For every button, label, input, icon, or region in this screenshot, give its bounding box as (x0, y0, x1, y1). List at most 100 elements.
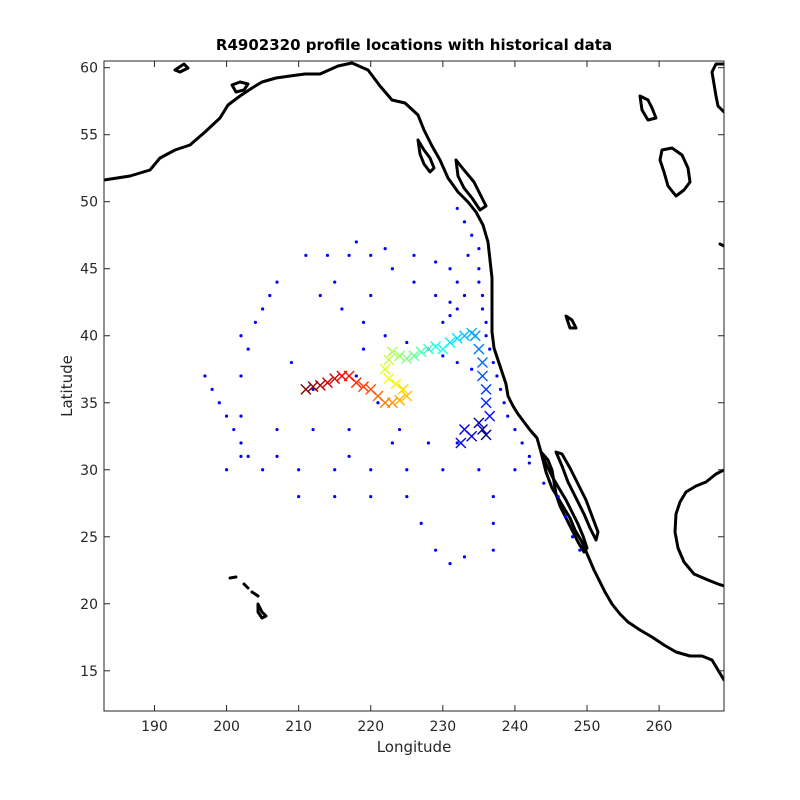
historical-data-point (448, 314, 452, 318)
float-profile-marker (390, 378, 402, 390)
float-profile-marker (476, 370, 488, 382)
float-profile-marker (437, 343, 449, 355)
historical-data-point (304, 253, 308, 257)
float-profile-marker (314, 379, 326, 391)
x-tick-label: 260 (646, 719, 673, 735)
coastline-map (104, 61, 724, 682)
float-profile-marker (458, 330, 470, 342)
historical-data-point (419, 521, 423, 525)
historical-data-point (369, 253, 373, 257)
y-tick-label: 15 (80, 664, 98, 680)
historical-data-point (495, 374, 499, 378)
float-profile-marker (394, 394, 406, 406)
hawaii-islands (228, 575, 268, 620)
historical-data-point (455, 307, 459, 311)
historical-data-point (369, 494, 373, 499)
x-tick-label: 220 (357, 719, 384, 735)
historical-data-point (275, 427, 279, 432)
float-profile-marker (365, 383, 377, 395)
historical-data-point (405, 340, 409, 345)
x-tick-label: 230 (429, 719, 456, 735)
float-profile-marker (455, 437, 467, 449)
north-america-coastline (104, 61, 724, 682)
historical-data-point (506, 414, 510, 418)
historical-data-point (333, 468, 337, 472)
historical-data-point (491, 521, 495, 525)
mainland-coast-detail (718, 242, 724, 248)
historical-data-point (311, 387, 315, 391)
historical-data-point (224, 414, 229, 418)
historical-data-point (470, 367, 474, 371)
historical-data-point (441, 468, 445, 472)
historical-data-point (527, 461, 531, 465)
float-profile-marker (422, 343, 434, 355)
historical-data-point (383, 247, 387, 251)
float-profile-marker (476, 424, 488, 436)
y-tick-label: 35 (80, 396, 98, 412)
historical-data-point (480, 307, 485, 311)
y-tick-label: 20 (80, 597, 98, 613)
historical-data-point (217, 401, 221, 405)
historical-data-point (434, 548, 438, 552)
float-profile-marker (358, 381, 370, 393)
historical-data-point (253, 320, 257, 324)
y-tick-label: 50 (80, 195, 98, 211)
historical-data-point (239, 334, 243, 338)
historical-data-point (455, 441, 459, 445)
y-tick-label: 55 (80, 128, 98, 144)
historical-data-point (466, 253, 470, 257)
float-profile-marker (451, 332, 463, 344)
float-profile-marker (401, 390, 413, 402)
historical-data-point (405, 494, 409, 499)
historical-data-point (527, 454, 531, 458)
canada-lakes-coastline (564, 94, 692, 330)
historical-data-point (484, 334, 488, 338)
float-profile-marker (321, 377, 333, 389)
float-profile-marker (473, 343, 485, 355)
x-tick-label: 240 (502, 719, 529, 735)
historical-data-point (491, 494, 495, 499)
historical-data-point (556, 494, 560, 499)
historical-data-point (448, 267, 452, 271)
float-profile-marker (397, 383, 409, 395)
historical-data-point (434, 293, 438, 298)
float-profile-marker (336, 370, 348, 382)
historical-data-point (477, 267, 481, 271)
y-tick-label: 60 (80, 61, 98, 77)
historical-data-point (542, 481, 546, 485)
historical-data-point (275, 454, 279, 458)
historical-data-point (462, 555, 467, 559)
x-tick-label: 210 (285, 719, 312, 735)
historical-data-point (480, 293, 485, 298)
historical-data-point (462, 293, 467, 298)
historical-data-point (347, 454, 351, 458)
historical-data-point (268, 293, 272, 298)
historical-data-point (477, 247, 481, 251)
y-tick-label: 25 (80, 530, 98, 546)
float-profile-marker (386, 346, 398, 358)
float-profile-marker (466, 327, 478, 339)
float-profile-marker (379, 363, 391, 375)
historical-data-point (498, 387, 503, 391)
historical-data-point (441, 320, 445, 324)
float-profile-marker (480, 429, 492, 441)
plot-frame (103, 60, 725, 712)
historical-data-point (224, 468, 229, 472)
x-axis-label: Longitude (377, 738, 452, 756)
historical-data-point (261, 468, 265, 472)
historical-data-point (239, 414, 243, 418)
historical-data-point (239, 454, 243, 458)
historical-data-point (520, 441, 524, 445)
historical-data-point (477, 468, 481, 472)
historical-data-point (563, 515, 567, 519)
historical-data-point (246, 454, 250, 458)
historical-data-point (361, 320, 366, 324)
historical-data-point (462, 220, 467, 224)
historical-data-point (571, 535, 575, 539)
y-axis-ticks: 15 20 25 30 35 40 45 50 55 60 (80, 61, 724, 680)
float-profile-track (300, 327, 496, 449)
plot-area (103, 60, 725, 712)
historical-data-point (289, 360, 294, 365)
historical-data-point (448, 300, 452, 304)
